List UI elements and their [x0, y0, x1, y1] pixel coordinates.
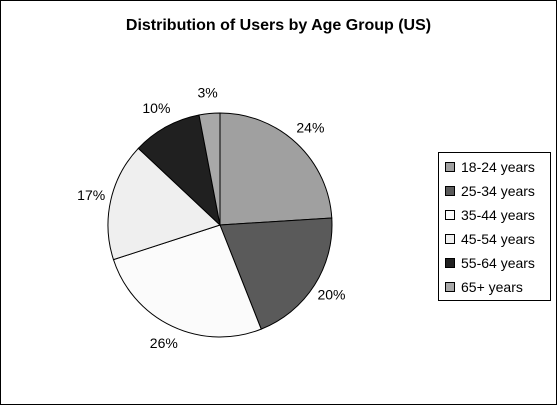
slice-value-label: 24%	[296, 120, 324, 136]
legend-swatch	[445, 186, 455, 196]
legend-swatch	[445, 258, 455, 268]
slice-value-label: 10%	[142, 100, 170, 116]
legend-label: 55-64 years	[461, 255, 535, 271]
legend-label: 45-54 years	[461, 231, 535, 247]
pie-value-labels: 24% 20% 26% 17% 10% 3%	[77, 84, 345, 351]
pie-slice	[112, 224, 262, 338]
legend-label: 25-34 years	[461, 183, 535, 199]
legend-item: 18-24 years	[445, 157, 535, 177]
legend: 18-24 years 25-34 years 35-44 years 45-5…	[438, 152, 551, 301]
pie-slice	[219, 112, 333, 226]
legend-swatch	[445, 210, 455, 220]
slice-value-label: 26%	[150, 335, 178, 351]
slice-value-label: 20%	[317, 286, 345, 302]
chart-title: Distribution of Users by Age Group (US)	[125, 17, 432, 34]
slice-value-label: 17%	[77, 187, 105, 203]
legend-item: 65+ years	[445, 277, 523, 297]
legend-item: 25-34 years	[445, 181, 535, 201]
legend-item: 35-44 years	[445, 205, 535, 225]
legend-item: 55-64 years	[445, 253, 535, 273]
legend-label: 35-44 years	[461, 207, 535, 223]
pie-slice	[107, 147, 221, 261]
pie-slices	[107, 112, 333, 338]
legend-item: 45-54 years	[445, 229, 535, 249]
pie-slice	[219, 217, 333, 330]
legend-swatch	[445, 282, 455, 292]
legend-label: 65+ years	[461, 279, 523, 295]
legend-label: 18-24 years	[461, 159, 535, 175]
legend-swatch	[445, 162, 455, 172]
pie-slice	[198, 112, 221, 226]
legend-swatch	[445, 234, 455, 244]
slice-value-label: 3%	[197, 84, 217, 100]
